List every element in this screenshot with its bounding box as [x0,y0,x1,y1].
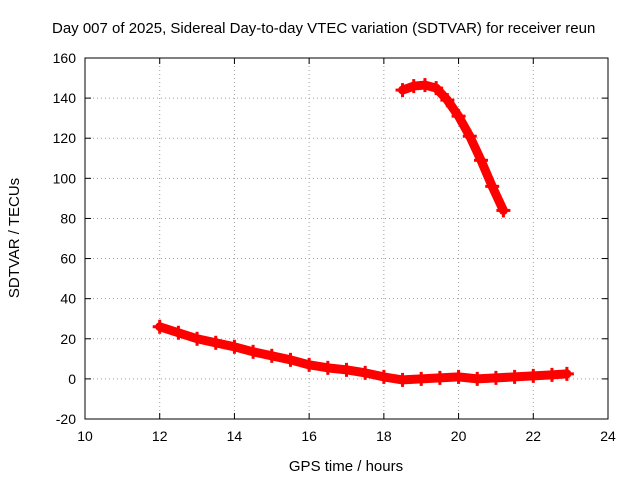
data-series [152,78,574,387]
chart-title: Day 007 of 2025, Sidereal Day-to-day VTE… [52,20,595,37]
y-tick-label: 80 [60,210,76,226]
data-point [264,348,279,363]
x-tick-label: 16 [301,428,317,444]
data-point [432,370,447,385]
data-point [246,344,261,359]
x-axis: 10 12 14 16 18 20 22 24 [77,58,616,444]
x-tick-label: 12 [152,428,168,444]
y-tick-label: 40 [60,291,76,307]
data-point [302,357,317,372]
x-tick-label: 20 [451,428,467,444]
data-point [488,370,503,385]
y-tick-label: -20 [56,411,76,427]
y-axis-label: SDTVAR / TECUs [6,178,23,298]
y-axis: -20 0 20 40 60 80 100 120 140 160 [53,50,608,427]
data-point [462,129,477,144]
data-point [473,153,488,168]
data-point [414,371,429,386]
y-tick-label: 20 [60,331,76,347]
data-point [395,83,410,98]
y-tick-label: 60 [60,251,76,267]
data-point [227,339,242,354]
y-tick-label: 0 [68,371,76,387]
data-point [451,369,466,384]
data-point [470,371,485,386]
data-point [190,331,205,346]
y-tick-label: 100 [53,170,77,186]
series-trail [398,80,508,215]
x-tick-label: 14 [227,428,243,444]
data-point [451,109,466,124]
data-point [544,367,559,382]
y-tick-label: 120 [53,130,77,146]
data-point [429,81,444,96]
data-point [485,179,500,194]
x-tick-label: 22 [525,428,541,444]
data-point [339,362,354,377]
data-point [417,78,432,93]
data-point [526,368,541,383]
data-point [559,366,574,381]
data-point [171,325,186,340]
data-point [208,335,223,350]
x-axis-label: GPS time / hours [289,458,403,475]
data-point [376,369,391,384]
data-point [283,352,298,367]
y-tick-label: 140 [53,90,77,106]
data-point [395,372,410,387]
x-tick-label: 24 [600,428,616,444]
data-point [440,93,455,108]
y-tick-label: 160 [53,50,77,66]
data-point [496,203,511,218]
x-tick-label: 18 [376,428,392,444]
data-point [507,369,522,384]
x-tick-label: 10 [77,428,93,444]
data-point [152,319,167,334]
plot-frame [84,57,609,420]
data-point [358,365,373,380]
data-point [320,360,335,375]
